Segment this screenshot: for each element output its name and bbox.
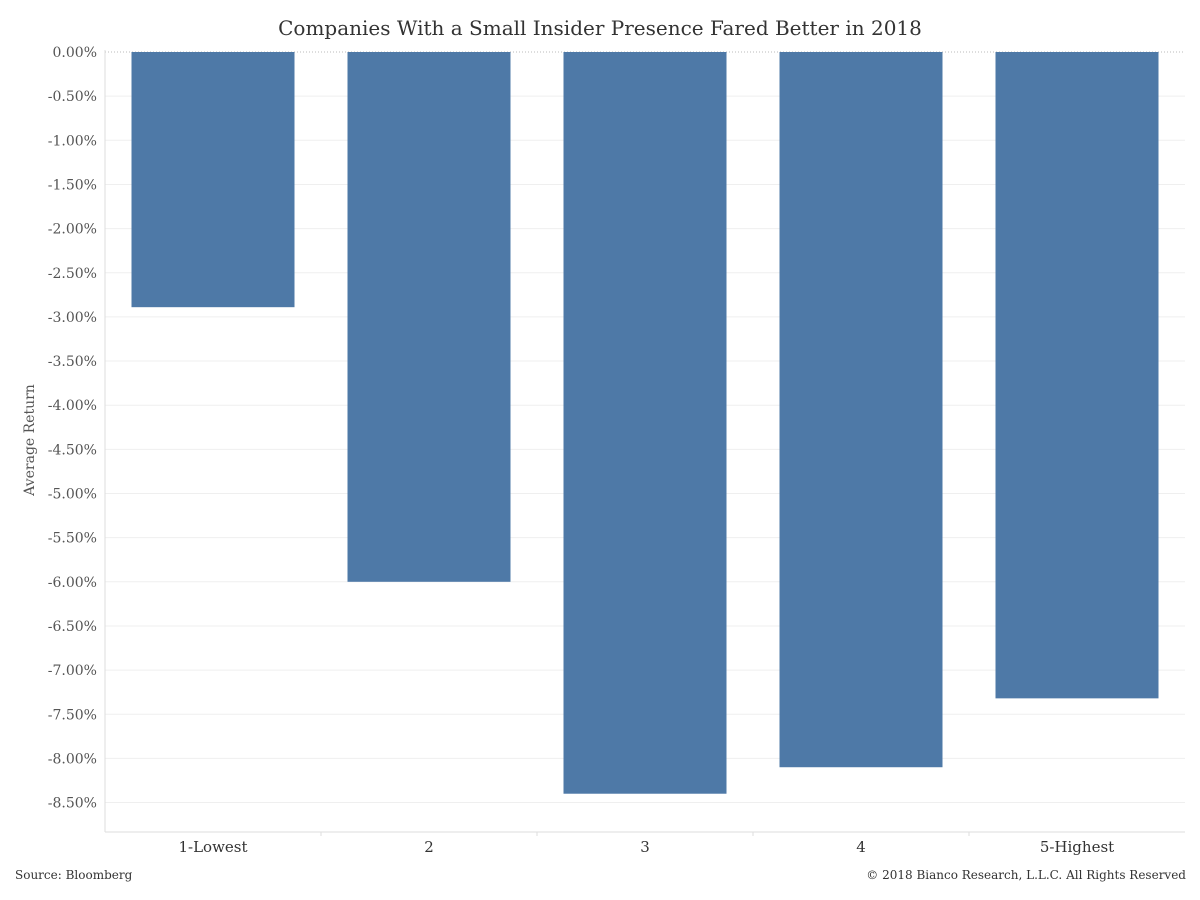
bar-1-lowest <box>131 52 295 308</box>
y-tick-label: -4.00% <box>48 398 97 414</box>
x-tick-label: 1-Lowest <box>178 838 247 856</box>
y-tick-label: -5.00% <box>48 487 97 503</box>
copyright-note: © 2018 Bianco Research, L.L.C. All Right… <box>866 868 1186 882</box>
y-tick-label: -3.00% <box>48 310 97 326</box>
chart-title: Companies With a Small Insider Presence … <box>278 16 922 40</box>
y-tick-label: 0.00% <box>53 45 97 61</box>
y-tick-label: -4.50% <box>48 442 97 458</box>
source-note: Source: Bloomberg <box>15 868 133 882</box>
y-tick-label: -2.50% <box>48 266 97 282</box>
x-axis-labels: 1-Lowest 2 3 4 5-Highest <box>178 838 1114 856</box>
x-tick-label: 3 <box>640 838 650 856</box>
y-tick-label: -3.50% <box>48 354 97 370</box>
y-tick-label: -1.00% <box>48 133 97 149</box>
y-tick-label: -7.00% <box>48 663 97 679</box>
bar-5-highest <box>995 52 1159 699</box>
y-tick-label: -8.50% <box>48 796 97 812</box>
bar-4 <box>779 52 943 768</box>
y-tick-label: -7.50% <box>48 707 97 723</box>
y-tick-label: -0.50% <box>48 89 97 105</box>
x-tick-label: 2 <box>424 838 434 856</box>
y-tick-label: -6.50% <box>48 619 97 635</box>
y-axis-title: Average Return <box>22 384 38 497</box>
bar-2 <box>347 52 511 582</box>
bar-3 <box>563 52 727 794</box>
y-axis-ticks: 0.00% -0.50% -1.00% -1.50% -2.00% -2.50% -3.00… <box>48 45 97 812</box>
y-tick-label: -1.50% <box>48 177 97 193</box>
y-tick-label: -8.00% <box>48 751 97 767</box>
y-tick-label: -5.50% <box>48 531 97 547</box>
x-tick-label: 4 <box>856 838 866 856</box>
x-tick-label: 5-Highest <box>1040 838 1114 856</box>
y-tick-label: -2.00% <box>48 222 97 238</box>
bars <box>131 52 1159 794</box>
y-tick-label: -6.00% <box>48 575 97 591</box>
